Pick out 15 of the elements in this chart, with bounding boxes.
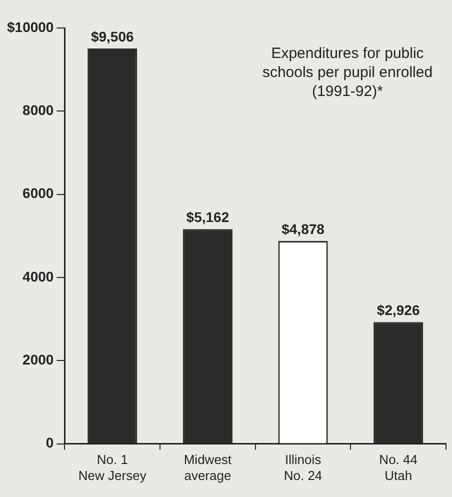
- x-tick-label: Midwest average: [184, 452, 232, 483]
- y-tick-label: 2000: [22, 352, 54, 368]
- y-tick-label: 4000: [22, 268, 54, 284]
- y-tick-label: $10000: [7, 18, 54, 35]
- x-tick-label: No. 44 Utah: [379, 452, 418, 483]
- y-tick-label: 8000: [22, 102, 54, 118]
- text: Expenditures for public schools per pupil enrolled (1991-92)*: [261, 44, 434, 101]
- data-label: $2,926: [376, 302, 420, 318]
- y-tick-label: 6000: [22, 185, 54, 202]
- x-tick-label: Illinois No. 24: [284, 452, 322, 483]
- data-label: $5,162: [186, 209, 230, 226]
- x-tick-label: No. 1 New Jersey: [78, 452, 147, 483]
- data-label: $9,506: [90, 28, 134, 44]
- y-tick-label: 0: [46, 434, 54, 451]
- data-label: $4,878: [282, 220, 325, 237]
